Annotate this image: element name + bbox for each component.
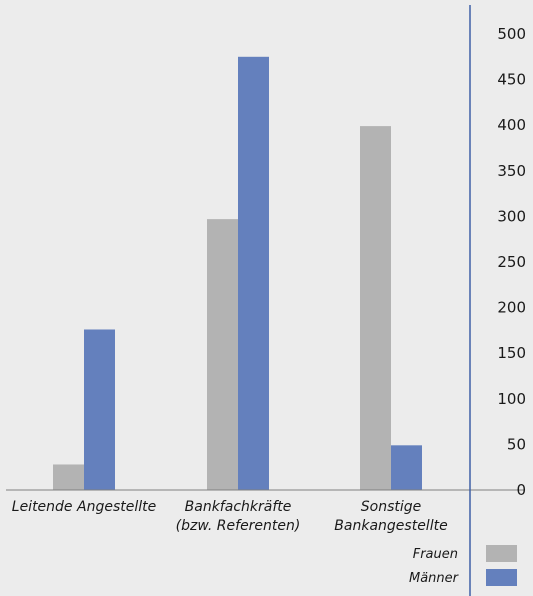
category-label-line: (bzw. Referenten): [176, 518, 301, 534]
y-tick-label: 450: [497, 71, 526, 89]
y-tick-label: 300: [497, 207, 526, 225]
legend-label-1: Männer: [409, 571, 460, 586]
y-tick-label: 250: [497, 253, 526, 271]
bar-frauen-0: [53, 464, 84, 490]
y-tick-label: 150: [497, 344, 526, 362]
y-tick-label: 50: [507, 435, 526, 453]
bar-m-nner-2: [391, 445, 422, 490]
bar-frauen-2: [360, 126, 391, 490]
bar-m-nner-0: [84, 329, 115, 490]
y-tick-label: 0: [516, 481, 526, 499]
category-label-line: Sonstige: [361, 499, 422, 515]
legend-label-0: Frauen: [413, 547, 458, 562]
bar-m-nner-1: [238, 57, 269, 490]
category-label-line: Leitende Angestellte: [12, 499, 156, 515]
legend-swatch-1: [486, 569, 517, 586]
y-tick-label: 500: [497, 25, 526, 43]
category-label-line: Bankfachkräfte: [185, 499, 292, 515]
bar-frauen-1: [207, 219, 238, 490]
category-label: Leitende Angestellte: [12, 499, 156, 515]
y-tick-label: 400: [497, 116, 526, 134]
legend-swatch-0: [486, 545, 517, 562]
y-tick-label: 200: [497, 299, 526, 317]
y-tick-label: 100: [497, 390, 526, 408]
category-label-line: Bankangestellte: [334, 518, 447, 534]
y-tick-label: 350: [497, 162, 526, 180]
